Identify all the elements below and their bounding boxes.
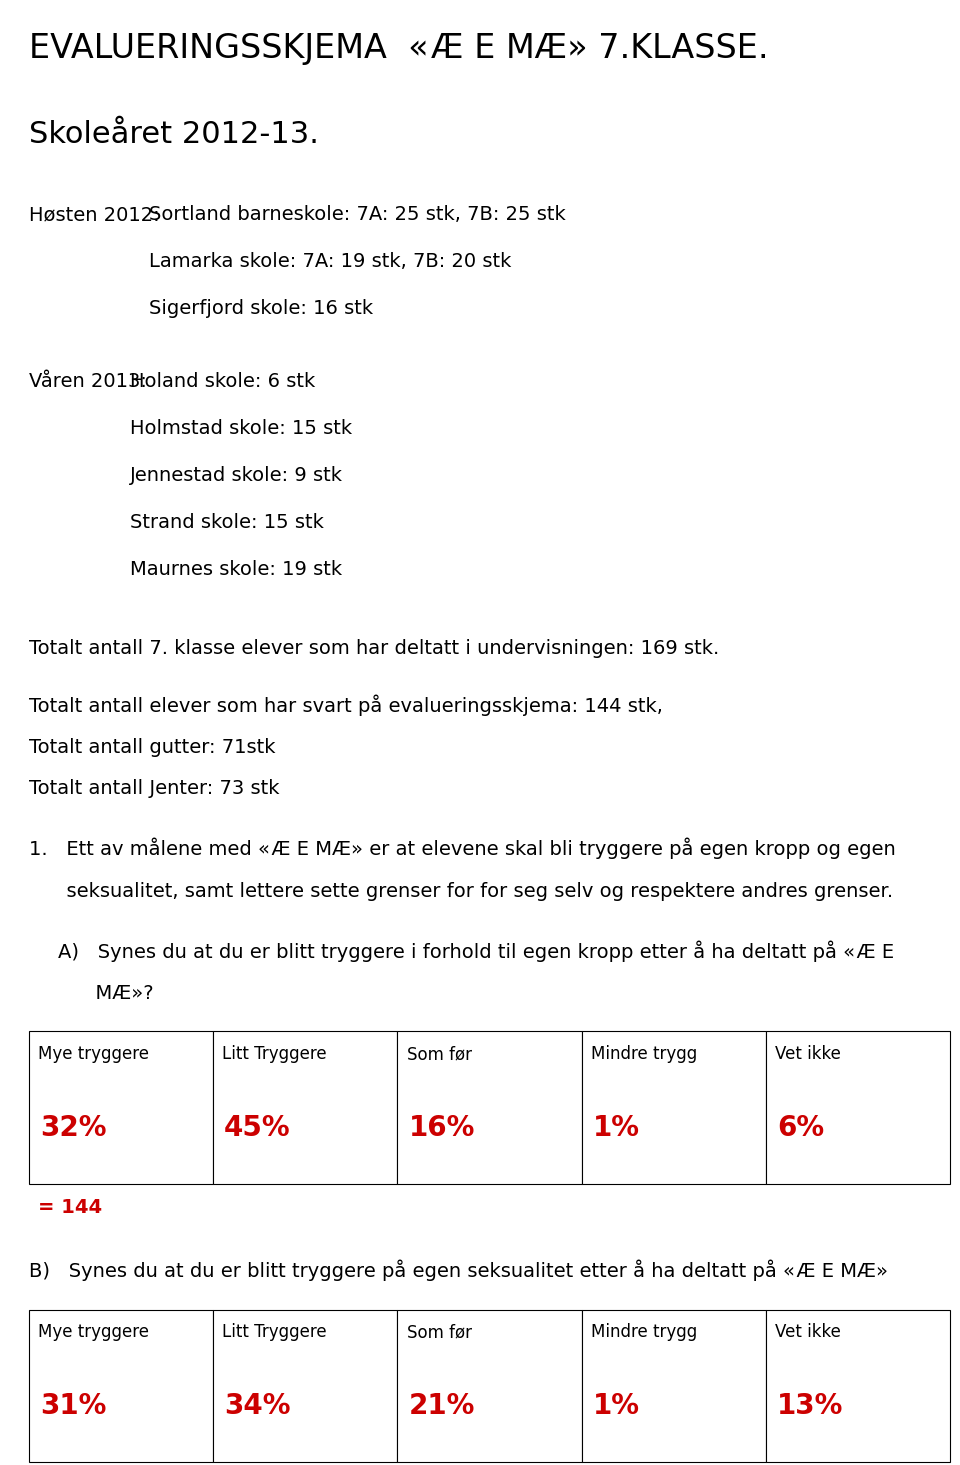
Text: Litt Tryggere: Litt Tryggere (223, 1045, 327, 1064)
Text: Vet ikke: Vet ikke (776, 1323, 841, 1342)
Text: Mye tryggere: Mye tryggere (38, 1045, 149, 1064)
Text: 1%: 1% (593, 1113, 639, 1141)
Text: Mindre trygg: Mindre trygg (591, 1045, 697, 1064)
Text: MÆ»?: MÆ»? (58, 984, 154, 1004)
Bar (29, 1310, 213, 1462)
Text: Strand skole: 15 stk: Strand skole: 15 stk (130, 513, 324, 532)
Text: Vet ikke: Vet ikke (776, 1045, 841, 1064)
Text: Mindre trygg: Mindre trygg (591, 1323, 697, 1342)
Text: 32%: 32% (40, 1113, 107, 1141)
Bar (582, 1310, 766, 1462)
Text: 16%: 16% (409, 1113, 475, 1141)
Text: Som før: Som før (407, 1323, 471, 1342)
Text: A)   Synes du at du er blitt tryggere i forhold til egen kropp etter å ha deltat: A) Synes du at du er blitt tryggere i fo… (58, 941, 894, 963)
Text: Jennestad skole: 9 stk: Jennestad skole: 9 stk (130, 466, 343, 485)
Text: Høsten 2012:: Høsten 2012: (29, 205, 159, 224)
Text: Sortland barneskole: 7A: 25 stk, 7B: 25 stk: Sortland barneskole: 7A: 25 stk, 7B: 25 … (149, 205, 565, 224)
Text: Holand skole: 6 stk: Holand skole: 6 stk (130, 372, 315, 391)
Text: EVALUERINGSSKJEMA  «Æ E MÆ» 7.KLASSE.: EVALUERINGSSKJEMA «Æ E MÆ» 7.KLASSE. (29, 32, 768, 66)
Bar (766, 1310, 950, 1462)
Text: 34%: 34% (225, 1392, 291, 1420)
Text: seksualitet, samt lettere sette grenser for for seg selv og respektere andres gr: seksualitet, samt lettere sette grenser … (29, 882, 893, 901)
Bar (29, 1031, 213, 1184)
Text: 1%: 1% (593, 1392, 639, 1420)
Text: Som før: Som før (407, 1045, 471, 1064)
Bar (397, 1310, 582, 1462)
Text: Våren 2013:: Våren 2013: (29, 372, 147, 391)
Text: Sigerfjord skole: 16 stk: Sigerfjord skole: 16 stk (149, 299, 372, 318)
Text: B)   Synes du at du er blitt tryggere på egen seksualitet etter å ha deltatt på : B) Synes du at du er blitt tryggere på e… (29, 1260, 888, 1282)
Text: 31%: 31% (40, 1392, 107, 1420)
Text: = 144: = 144 (38, 1198, 103, 1217)
Text: Totalt antall elever som har svart på evalueringsskjema: 144 stk,: Totalt antall elever som har svart på ev… (29, 694, 662, 716)
Text: Totalt antall 7. klasse elever som har deltatt i undervisningen: 169 stk.: Totalt antall 7. klasse elever som har d… (29, 639, 719, 658)
Text: Skoleåret 2012-13.: Skoleåret 2012-13. (29, 120, 319, 149)
Text: 1.   Ett av målene med «Æ E MÆ» er at elevene skal bli tryggere på egen kropp og: 1. Ett av målene med «Æ E MÆ» er at elev… (29, 838, 896, 860)
Text: Maurnes skole: 19 stk: Maurnes skole: 19 stk (130, 560, 342, 579)
Text: Holmstad skole: 15 stk: Holmstad skole: 15 stk (130, 419, 351, 438)
Text: Totalt antall Jenter: 73 stk: Totalt antall Jenter: 73 stk (29, 779, 279, 798)
Bar (213, 1031, 397, 1184)
Bar (766, 1031, 950, 1184)
Text: Lamarka skole: 7A: 19 stk, 7B: 20 stk: Lamarka skole: 7A: 19 stk, 7B: 20 stk (149, 252, 511, 271)
Text: Mye tryggere: Mye tryggere (38, 1323, 149, 1342)
Bar (397, 1031, 582, 1184)
Text: Litt Tryggere: Litt Tryggere (223, 1323, 327, 1342)
Bar (582, 1031, 766, 1184)
Text: 21%: 21% (409, 1392, 475, 1420)
Text: Totalt antall gutter: 71stk: Totalt antall gutter: 71stk (29, 738, 276, 757)
Bar (213, 1310, 397, 1462)
Text: 13%: 13% (778, 1392, 844, 1420)
Text: 6%: 6% (778, 1113, 825, 1141)
Text: 45%: 45% (225, 1113, 291, 1141)
